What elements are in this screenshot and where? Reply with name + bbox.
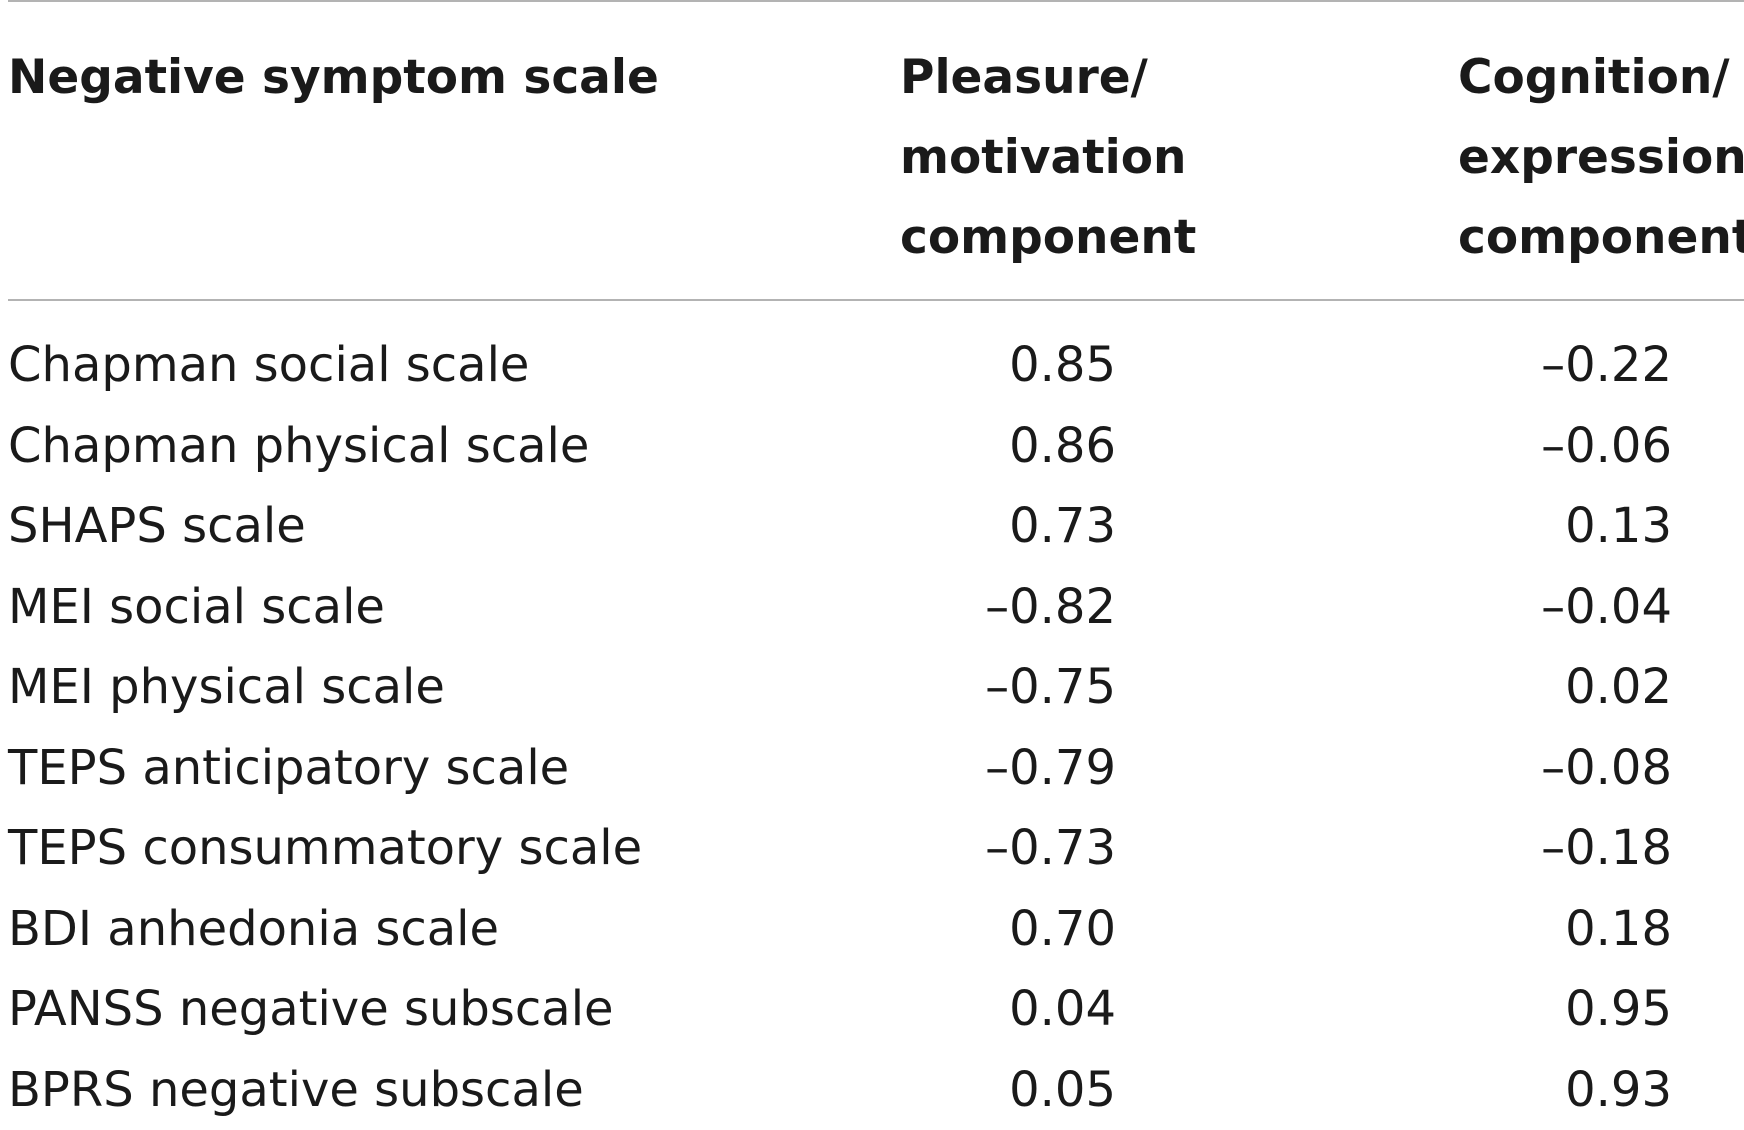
scale-name: TEPS anticipatory scale (8, 728, 569, 808)
pleasure-motivation-value: –0.82 (985, 567, 1116, 647)
table-row: Chapman social scale 0.85 –0.22 (0, 325, 1744, 406)
scale-name: PANSS negative subscale (8, 969, 614, 1049)
header-pleasure-motivation: Pleasure/ motivation component (900, 38, 1196, 278)
scale-name: SHAPS scale (8, 486, 306, 566)
cognition-expression-value: –0.04 (1541, 567, 1672, 647)
header-divider-rule (8, 299, 1744, 301)
table-row: MEI physical scale –0.75 0.02 (0, 647, 1744, 728)
table-row: BPRS negative subscale 0.05 0.93 (0, 1050, 1744, 1130)
table-row: BDI anhedonia scale 0.70 0.18 (0, 889, 1744, 970)
cognition-expression-value: 0.93 (1565, 1050, 1672, 1130)
cognition-expression-value: –0.18 (1541, 808, 1672, 888)
table-row: TEPS consummatory scale –0.73 –0.18 (0, 808, 1744, 889)
pleasure-motivation-value: –0.73 (985, 808, 1116, 888)
header-cognition-expression: Cognition/ expression component (1458, 38, 1744, 278)
table-row: TEPS anticipatory scale –0.79 –0.08 (0, 728, 1744, 809)
table-row: SHAPS scale 0.73 0.13 (0, 486, 1744, 567)
header-line: Negative symptom scale (8, 38, 659, 118)
pleasure-motivation-value: –0.75 (985, 647, 1116, 727)
scale-name: Chapman physical scale (8, 406, 589, 486)
cognition-expression-value: –0.22 (1541, 325, 1672, 405)
pleasure-motivation-value: 0.04 (1009, 969, 1116, 1049)
table-row: MEI social scale –0.82 –0.04 (0, 567, 1744, 648)
header-line: motivation (900, 118, 1196, 198)
pleasure-motivation-value: 0.85 (1009, 325, 1116, 405)
header-line: expression (1458, 118, 1744, 198)
cognition-expression-value: 0.18 (1565, 889, 1672, 969)
scale-name: BPRS negative subscale (8, 1050, 584, 1130)
cognition-expression-value: –0.06 (1541, 406, 1672, 486)
header-line: Cognition/ (1458, 38, 1744, 118)
pleasure-motivation-value: 0.73 (1009, 486, 1116, 566)
pleasure-motivation-value: 0.86 (1009, 406, 1116, 486)
pleasure-motivation-value: 0.70 (1009, 889, 1116, 969)
header-line: component (900, 198, 1196, 278)
scale-name: BDI anhedonia scale (8, 889, 499, 969)
table-row: Chapman physical scale 0.86 –0.06 (0, 406, 1744, 487)
cognition-expression-value: 0.13 (1565, 486, 1672, 566)
pleasure-motivation-value: –0.79 (985, 728, 1116, 808)
cognition-expression-value: –0.08 (1541, 728, 1672, 808)
header-negative-symptom-scale: Negative symptom scale (8, 38, 659, 118)
scale-name: Chapman social scale (8, 325, 529, 405)
header-line: component (1458, 198, 1744, 278)
cognition-expression-value: 0.95 (1565, 969, 1672, 1049)
scale-name: MEI physical scale (8, 647, 445, 727)
table-row: PANSS negative subscale 0.04 0.95 (0, 969, 1744, 1050)
table-top-rule (8, 0, 1744, 2)
pleasure-motivation-value: 0.05 (1009, 1050, 1116, 1130)
cognition-expression-value: 0.02 (1565, 647, 1672, 727)
scale-name: TEPS consummatory scale (8, 808, 642, 888)
table-body: Chapman social scale 0.85 –0.22 Chapman … (0, 325, 1744, 1130)
scale-name: MEI social scale (8, 567, 385, 647)
header-line: Pleasure/ (900, 38, 1196, 118)
